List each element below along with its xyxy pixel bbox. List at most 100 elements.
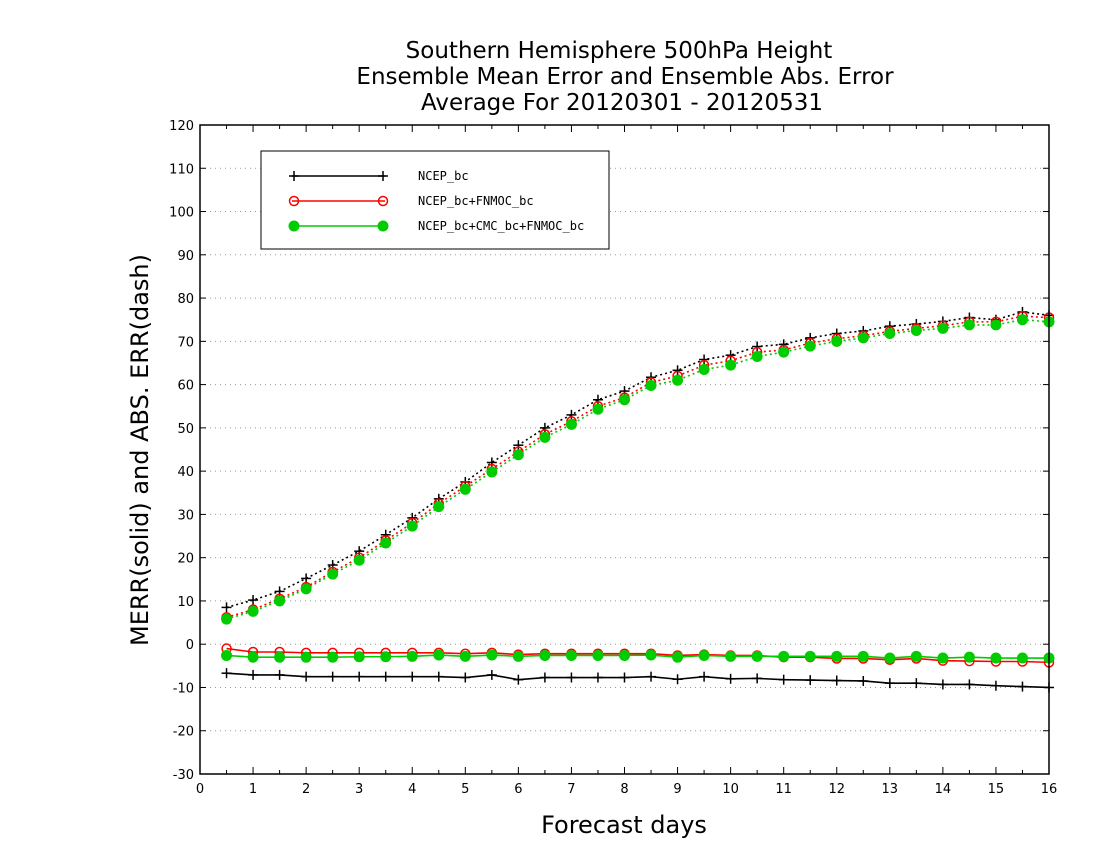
y-tick-label: -30 [173, 768, 194, 783]
legend: NCEP_bc NCEP_bc+FNMOC_bc NCEP_bc+CMC_bc+FN… [260, 150, 610, 250]
x-axis-label: Forecast days [541, 811, 707, 839]
merr-point [752, 673, 763, 684]
abs-err-point [221, 602, 232, 613]
abs-err-point [221, 613, 233, 625]
x-tick-label: 8 [620, 782, 628, 797]
abs-err-point [247, 605, 259, 617]
abs-err-point [565, 418, 577, 430]
y-tick-label: 0 [186, 638, 194, 653]
x-tick-label: 10 [722, 782, 739, 797]
merr-point [539, 672, 550, 683]
plot-series [221, 306, 1055, 693]
merr-point [857, 650, 869, 662]
abs-err-point [884, 328, 896, 340]
abs-err-point [248, 595, 259, 606]
abs-err-point [513, 440, 524, 451]
legend-entry: NCEP_bc+FNMOC_bc [288, 194, 534, 208]
legend-label: NCEP_bc+CMC_bc+FNMOC_bc [418, 219, 584, 233]
abs-err-point [752, 341, 763, 352]
title-line-1: Southern Hemisphere 500hPa Height [406, 38, 833, 64]
merr-point [247, 651, 259, 663]
legend-marker [377, 195, 389, 207]
abs-err-point [380, 537, 392, 549]
legend-marker [288, 220, 300, 232]
abs-err-point [698, 363, 710, 375]
merr-point [565, 649, 577, 661]
abs-err-point [831, 335, 843, 347]
merr-point [221, 649, 233, 661]
y-tick-label: 20 [177, 552, 194, 567]
abs-err-point [486, 466, 498, 478]
merr-point [884, 652, 896, 664]
x-tick-label: 12 [828, 782, 845, 797]
abs-err-point [963, 319, 975, 331]
merr-point [274, 651, 286, 663]
y-tick-label: 70 [177, 335, 194, 350]
legend-entry: NCEP_bc+CMC_bc+FNMOC_bc [288, 219, 584, 233]
abs-err-point [672, 374, 684, 386]
series-1 [221, 310, 1055, 668]
y-axis-label: MERR(solid) and ABS. ERR(dash) [126, 254, 154, 646]
merr-point [778, 650, 790, 662]
y-tick-label: 110 [169, 162, 194, 177]
merr-point [672, 651, 684, 663]
x-tick-label: 3 [355, 782, 363, 797]
merr-point [486, 669, 497, 680]
merr-point [698, 649, 710, 661]
x-tick-label: 4 [408, 782, 416, 797]
merr-point [380, 651, 392, 663]
series-2 [221, 314, 1055, 664]
abs-err-point [353, 554, 365, 566]
merr-point [911, 678, 922, 689]
merr-point [990, 652, 1002, 664]
merr-point [327, 671, 338, 682]
y-tick-label: 90 [177, 249, 194, 264]
y-tick-label: 50 [177, 422, 194, 437]
merr-point [725, 650, 737, 662]
x-tick-label: 15 [988, 782, 1005, 797]
y-tick-label: 80 [177, 292, 194, 307]
abs-err-point [619, 394, 630, 406]
legend-entries: NCEP_bc NCEP_bc+FNMOC_bc NCEP_bc+CMC_bc+FN… [288, 169, 584, 233]
merr-point [407, 671, 418, 682]
abs-err-point [300, 583, 312, 595]
merr-point [513, 674, 524, 685]
y-tick-label: 100 [169, 206, 194, 221]
merr-point [831, 675, 842, 686]
merr-point [221, 668, 232, 679]
merr-point [433, 671, 444, 682]
merr-point [725, 673, 736, 684]
y-tick-label: -10 [173, 681, 194, 696]
abs-err-point [725, 359, 737, 371]
merr-point [248, 669, 259, 680]
merr-point [964, 679, 975, 690]
merr-point [592, 672, 603, 683]
x-tick-label: 0 [196, 782, 204, 797]
abs-err-point [406, 520, 418, 532]
legend-label: NCEP_bc+FNMOC_bc [418, 194, 534, 208]
merr-point [884, 678, 895, 689]
abs-err-point [433, 501, 445, 513]
abs-err-point [459, 483, 471, 495]
abs-err-point [274, 595, 286, 607]
abs-err-point [1016, 314, 1028, 326]
merr-line [226, 654, 1049, 659]
abs-err-point [751, 350, 763, 362]
series-0 [221, 306, 1054, 693]
merr-point [301, 671, 312, 682]
abs-err-point [539, 422, 550, 433]
merr-point [300, 651, 312, 663]
merr-point [805, 675, 816, 686]
abs-err-point [804, 340, 816, 352]
merr-point [937, 679, 948, 690]
merr-point [963, 651, 975, 663]
abs-err-line [226, 311, 1050, 609]
y-tick-label: 30 [177, 508, 194, 523]
merr-point [778, 674, 789, 685]
merr-point [858, 675, 869, 686]
x-tick-label: 2 [302, 782, 310, 797]
abs-err-point [566, 409, 577, 420]
merr-point [831, 650, 843, 662]
